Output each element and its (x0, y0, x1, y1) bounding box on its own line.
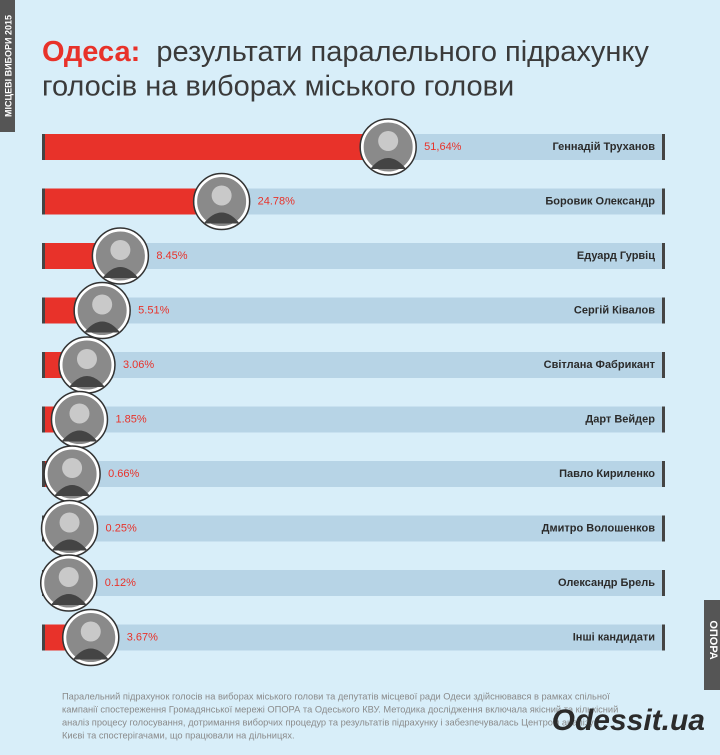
value-label: 0.12% (105, 577, 136, 589)
bar-end (662, 134, 665, 160)
photo-outline (192, 172, 251, 231)
bar-track (45, 461, 665, 487)
value-label: 8.45% (156, 250, 187, 262)
candidate-name: Інші кандидати (573, 631, 655, 643)
bar (45, 624, 68, 651)
photo-head (378, 131, 399, 151)
bar (45, 134, 366, 160)
value-label: 1.85% (115, 413, 146, 425)
bar-track (45, 624, 665, 651)
photo-body (68, 376, 105, 387)
bar-track (45, 297, 665, 324)
candidate-name: Сергій Ківалов (574, 304, 655, 316)
bar-start (42, 352, 45, 378)
photo-head (58, 567, 79, 587)
value-label: 0.25% (106, 522, 137, 534)
bar-end (662, 188, 665, 215)
bar-track (45, 570, 665, 596)
candidate-name: Олександр Брель (558, 577, 655, 589)
value-label: 5.51% (138, 304, 169, 316)
title-line: результати паралельного підрахунку (156, 36, 649, 68)
bar-end (662, 570, 665, 596)
photo-body (84, 321, 121, 333)
footer-text: Києві та спостерігачами, що працювали на… (62, 730, 295, 740)
photo-head (211, 185, 232, 206)
photo-body (54, 485, 91, 496)
value-label: 24.78% (258, 195, 296, 207)
footer-text: Паралельний підрахунок голосів на вибора… (62, 691, 610, 701)
title-highlight: Одеса: (42, 36, 140, 68)
photo-head (80, 621, 101, 642)
bar (45, 188, 199, 215)
candidate-name: Боровик Олександр (545, 195, 655, 207)
photo-body (370, 158, 407, 169)
brand-label: ОПОРА (707, 620, 719, 659)
bar-start (42, 243, 45, 269)
bar-start (42, 406, 45, 433)
candidate-name: Едуард Гурвіц (577, 250, 655, 262)
value-label: 3.67% (127, 631, 158, 643)
photo-body (102, 267, 139, 278)
photo-head (59, 512, 80, 533)
footer-text: кампанії спостереження Громадянської мер… (62, 704, 618, 714)
candidate-name: Геннадій Труханов (552, 141, 655, 153)
photo-body (51, 539, 88, 551)
chart-title: Одеса: результати паралельного підрахунк… (42, 36, 649, 68)
bar-end (662, 352, 665, 378)
bar-end (662, 461, 665, 487)
photo-body (72, 648, 109, 660)
bar-track (45, 352, 665, 378)
photo-outline (73, 281, 131, 340)
brand-strip (704, 600, 720, 690)
photo-head (76, 349, 97, 369)
photo-body (61, 430, 98, 442)
candidate-name: Дарт Вейдер (585, 413, 655, 425)
photo-outline (62, 608, 120, 667)
candidate-name: Світлана Фабрикант (544, 359, 656, 371)
bar-end (662, 243, 665, 269)
bar-end (662, 406, 665, 433)
bar-end (662, 297, 665, 324)
title-line: голосів на виборах міського голови (42, 71, 514, 103)
bar-end (662, 515, 665, 542)
footer-text: аналіз процесу голосування, дотримання в… (62, 717, 594, 727)
bar-track (45, 515, 665, 542)
bar-start (42, 134, 45, 160)
candidate-name: Павло Кириленко (559, 468, 655, 480)
photo-head (69, 403, 90, 424)
bar-start (42, 624, 45, 651)
value-label: 0.66% (108, 468, 139, 480)
bar-track (45, 406, 665, 433)
photo-head (92, 294, 113, 315)
photo-outline (39, 554, 98, 612)
side-strip (0, 0, 15, 132)
bar-end (662, 624, 665, 651)
photo-body (50, 594, 87, 605)
photo-outline (91, 227, 150, 285)
bar-start (42, 188, 45, 215)
bar (45, 243, 98, 269)
logo: Odessit.ua (552, 704, 705, 737)
photo-head (110, 240, 131, 260)
photo-outline (359, 118, 417, 176)
candidate-name: Дмитро Волошенков (542, 522, 656, 534)
bar-start (42, 297, 45, 324)
value-label: 51,64% (424, 141, 462, 153)
side-label: МІСЦЕВІ ВИБОРИ 2015 (3, 15, 13, 117)
value-label: 3.06% (123, 359, 154, 371)
photo-body (203, 212, 240, 224)
photo-head (62, 458, 83, 478)
